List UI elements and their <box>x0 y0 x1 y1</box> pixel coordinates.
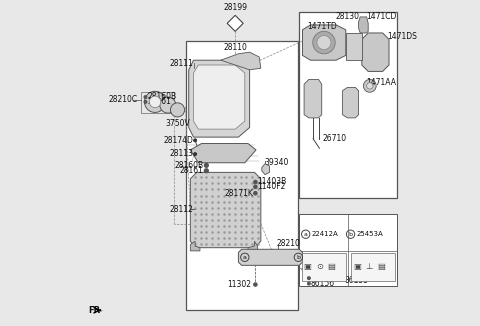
Polygon shape <box>362 33 389 71</box>
Circle shape <box>204 163 208 167</box>
Text: ⊙: ⊙ <box>316 262 323 272</box>
Text: 28160B: 28160B <box>147 92 176 101</box>
Text: ▣: ▣ <box>353 262 361 272</box>
Circle shape <box>144 91 166 112</box>
Text: ⊥: ⊥ <box>366 262 373 272</box>
Text: ▣: ▣ <box>303 262 311 272</box>
Text: 28160B: 28160B <box>174 161 203 170</box>
Circle shape <box>144 101 147 103</box>
Text: 28110: 28110 <box>223 43 247 52</box>
Text: a: a <box>243 255 247 260</box>
Circle shape <box>254 180 257 184</box>
Text: 86156: 86156 <box>311 279 335 288</box>
Bar <box>185 41 298 310</box>
Text: ▤: ▤ <box>377 262 385 272</box>
Bar <box>301 253 346 281</box>
Circle shape <box>149 96 161 108</box>
Text: 28174D: 28174D <box>164 136 193 145</box>
Text: ▤: ▤ <box>328 262 336 272</box>
Polygon shape <box>191 143 256 163</box>
Text: 28210C: 28210C <box>108 95 138 104</box>
Text: 28199: 28199 <box>223 3 247 12</box>
Text: 28111: 28111 <box>170 59 193 68</box>
Text: b: b <box>348 232 353 237</box>
Text: 28113: 28113 <box>169 149 193 158</box>
Polygon shape <box>221 52 261 70</box>
Polygon shape <box>99 310 104 312</box>
Circle shape <box>194 139 196 141</box>
Polygon shape <box>191 241 200 251</box>
Polygon shape <box>302 25 346 60</box>
Text: 25453A: 25453A <box>356 231 383 237</box>
Circle shape <box>170 103 184 117</box>
Bar <box>300 214 397 286</box>
Text: 1471AA: 1471AA <box>366 78 396 87</box>
Text: 11403B: 11403B <box>258 177 287 186</box>
Circle shape <box>144 96 147 98</box>
Polygon shape <box>262 164 269 175</box>
Circle shape <box>363 80 376 92</box>
Circle shape <box>313 31 335 54</box>
Circle shape <box>194 153 196 156</box>
Text: 28161: 28161 <box>179 166 203 175</box>
Text: 28130: 28130 <box>336 12 360 21</box>
Text: 11302: 11302 <box>227 280 251 289</box>
Polygon shape <box>193 65 245 129</box>
Text: 1140F2: 1140F2 <box>258 182 286 191</box>
Polygon shape <box>359 17 368 33</box>
Text: 39340: 39340 <box>264 158 288 167</box>
Circle shape <box>308 277 310 279</box>
Text: 22412A: 22412A <box>311 231 338 237</box>
Text: 3750V: 3750V <box>165 119 190 128</box>
Circle shape <box>254 283 257 286</box>
Text: 26710: 26710 <box>323 134 347 143</box>
Text: 28161: 28161 <box>147 97 171 106</box>
Polygon shape <box>239 249 302 265</box>
Text: 28112: 28112 <box>170 205 193 214</box>
Text: 1471DS: 1471DS <box>387 32 417 41</box>
Polygon shape <box>304 80 322 118</box>
Bar <box>141 92 174 113</box>
Text: 86155: 86155 <box>344 276 368 285</box>
Text: 28210: 28210 <box>277 239 301 248</box>
Text: 28171K: 28171K <box>225 189 253 198</box>
Bar <box>350 253 395 281</box>
Polygon shape <box>227 15 243 31</box>
Circle shape <box>308 282 310 285</box>
Polygon shape <box>189 60 250 137</box>
Polygon shape <box>346 33 362 60</box>
Polygon shape <box>343 87 359 118</box>
Polygon shape <box>248 241 258 251</box>
Text: 1471CD: 1471CD <box>367 12 397 21</box>
Bar <box>300 12 397 198</box>
Text: a: a <box>304 232 308 237</box>
Text: FR: FR <box>88 306 100 315</box>
Circle shape <box>160 97 176 113</box>
Circle shape <box>317 36 331 50</box>
Polygon shape <box>191 172 261 248</box>
Text: b: b <box>296 255 300 260</box>
Circle shape <box>254 185 257 188</box>
Circle shape <box>254 192 257 195</box>
Circle shape <box>367 82 373 89</box>
Circle shape <box>204 169 208 173</box>
Text: 86157A: 86157A <box>311 274 340 283</box>
Text: 1471TD: 1471TD <box>307 22 337 31</box>
